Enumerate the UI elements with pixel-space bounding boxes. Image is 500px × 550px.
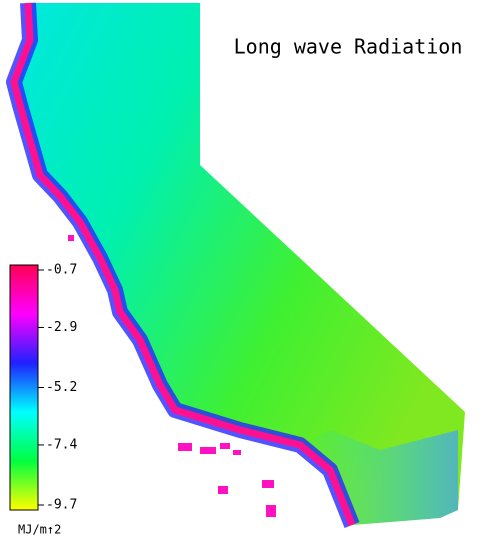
colorbar-tick-label: -0.7	[46, 263, 77, 278]
colorbar-tick-label: -5.2	[46, 380, 77, 395]
colorbar	[9, 264, 39, 511]
map-title: Long wave Radiation	[234, 35, 463, 59]
islands	[68, 235, 276, 517]
colorbar-label: MJ/m↑2	[18, 523, 61, 537]
colorbar-tick-label: -2.9	[46, 320, 77, 335]
colorbar-tick-label: -9.7	[46, 498, 77, 513]
colorbar-tick-label: -7.4	[46, 437, 77, 452]
state-shape	[6, 2, 465, 528]
